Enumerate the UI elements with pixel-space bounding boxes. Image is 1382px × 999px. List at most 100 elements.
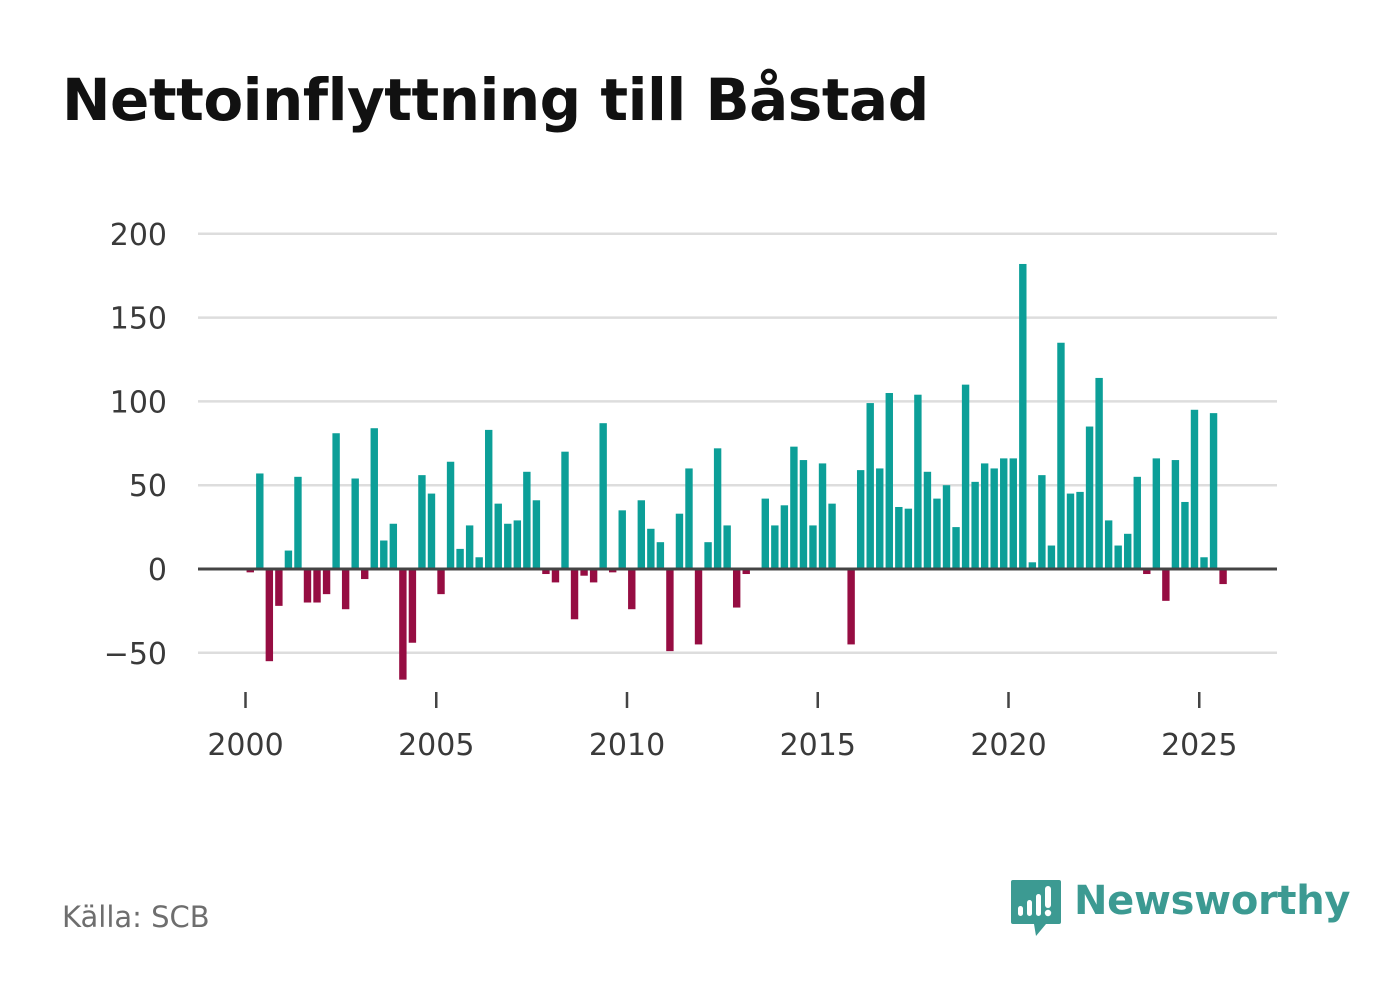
bar [494, 503, 502, 569]
bar [1038, 475, 1046, 569]
bar [1133, 476, 1141, 569]
bar [666, 569, 674, 652]
bar [952, 527, 960, 569]
newsworthy-logo-icon [1011, 880, 1061, 936]
bar [847, 569, 855, 645]
bar [456, 548, 464, 569]
bar [1200, 557, 1208, 569]
bar [761, 498, 769, 569]
bar [628, 569, 636, 610]
bar [246, 569, 254, 573]
bar [332, 433, 340, 569]
bar [608, 569, 617, 573]
bar [1124, 533, 1132, 569]
bar [933, 498, 941, 569]
bar [694, 569, 703, 645]
bar [828, 503, 836, 569]
bar [637, 500, 646, 569]
bar [1066, 493, 1075, 569]
bar [513, 520, 522, 569]
bar [904, 508, 913, 569]
bar [713, 448, 722, 569]
bar [532, 500, 541, 569]
y-tick-label: 100 [110, 385, 167, 420]
bar [551, 569, 560, 583]
bar [1009, 458, 1017, 569]
bar [923, 471, 932, 569]
bar [856, 470, 865, 569]
y-tick-label: 200 [110, 218, 167, 253]
bar [313, 569, 321, 603]
bar [980, 463, 989, 569]
x-tick-label: 2020 [970, 728, 1046, 763]
bar [675, 513, 684, 569]
bar [1171, 460, 1180, 569]
bar [1085, 426, 1094, 569]
bar [704, 542, 712, 569]
bar [1000, 458, 1008, 569]
bar [370, 428, 378, 569]
bar [656, 542, 665, 569]
bar [742, 569, 750, 575]
chart-title: Nettoinflyttning till Båstad [62, 66, 929, 134]
bar [399, 569, 407, 680]
bar [380, 540, 388, 569]
bar [275, 569, 283, 606]
bar [322, 569, 331, 595]
bar [818, 463, 827, 569]
brand-name: Newsworthy [1074, 878, 1351, 924]
bar [580, 569, 588, 576]
y-tick-label: 150 [110, 302, 167, 337]
bar [418, 475, 426, 569]
x-tick-label: 2010 [589, 728, 665, 763]
axes: −50 0 50 100 150 200 2000 2005 2010 2015 2020 2025 [104, 218, 1238, 763]
bar [790, 446, 798, 569]
bar [961, 384, 970, 569]
bar [618, 510, 626, 569]
y-tick-label: 0 [148, 553, 167, 588]
bar [1190, 409, 1199, 569]
bar [1219, 569, 1227, 585]
bar [599, 423, 607, 569]
bar [561, 451, 569, 569]
x-tick-label: 2000 [207, 728, 283, 763]
bar [990, 468, 998, 569]
bar [341, 569, 350, 610]
bar [427, 493, 436, 569]
bar [437, 569, 445, 595]
bar [685, 468, 693, 569]
bar [284, 550, 293, 569]
x-tick-label: 2005 [398, 728, 474, 763]
bar [265, 569, 274, 662]
bar [1019, 263, 1027, 569]
bar [256, 473, 264, 569]
bar [475, 557, 483, 569]
x-tick-label: 2015 [780, 728, 856, 763]
bar [1028, 562, 1037, 569]
bar [809, 525, 817, 569]
bar [446, 461, 455, 569]
bar [303, 569, 312, 603]
bar [1162, 569, 1170, 601]
bar [799, 460, 808, 569]
bar [1114, 545, 1122, 569]
y-tick-label: −50 [104, 637, 167, 672]
bar [876, 468, 884, 569]
bar [732, 569, 741, 608]
bar [1095, 377, 1103, 569]
bar [589, 569, 598, 583]
bar [1047, 545, 1056, 569]
brand-logo[interactable]: Newsworthy [1010, 878, 1351, 942]
bar [542, 569, 550, 575]
x-tick-label: 2025 [1161, 728, 1237, 763]
bar [351, 478, 359, 569]
y-tick-label: 50 [129, 469, 167, 504]
bar [504, 523, 512, 569]
bar [942, 485, 951, 569]
bar [895, 506, 903, 569]
bar [914, 394, 922, 569]
bar [570, 569, 579, 620]
bar [771, 525, 779, 569]
bar [485, 429, 493, 569]
